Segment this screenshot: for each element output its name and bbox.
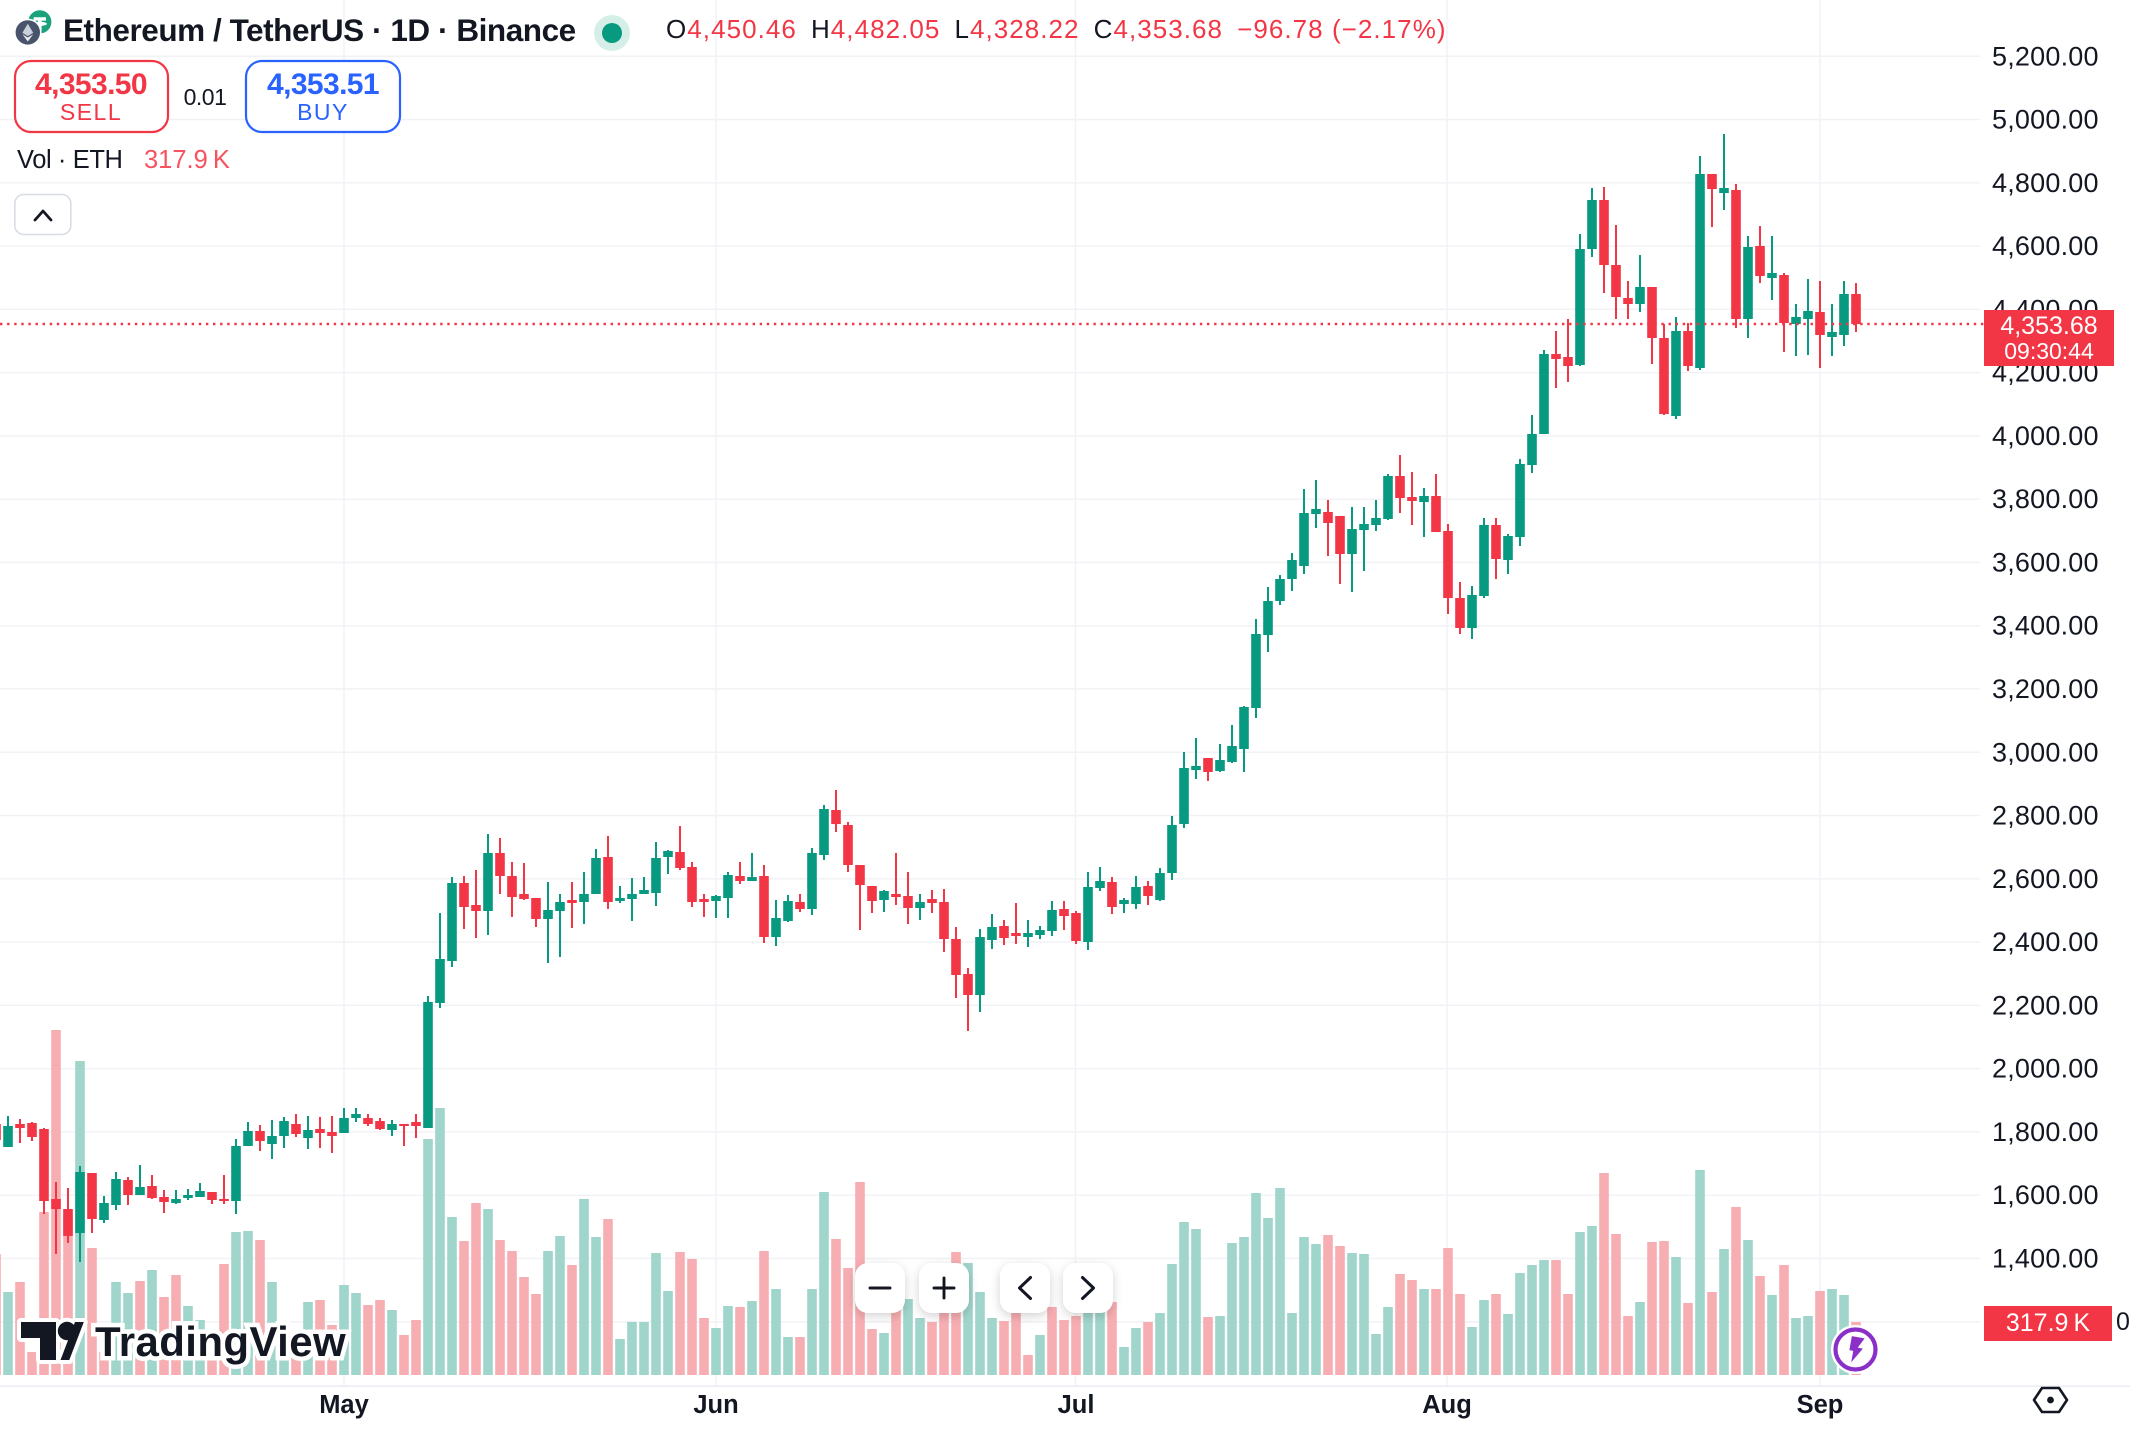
svg-text:4,800.00: 4,800.00 [1992,168,2099,198]
svg-text:5,200.00: 5,200.00 [1992,41,2099,71]
svg-text:0: 0 [2116,1308,2130,1336]
svg-text:4,000.00: 4,000.00 [1992,421,2099,451]
svg-text:3,600.00: 3,600.00 [1992,548,2099,578]
svg-text:4,600.00: 4,600.00 [1992,231,2099,261]
svg-text:317.9 K: 317.9 K [144,146,230,174]
svg-text:4,353.51: 4,353.51 [267,68,379,101]
svg-text:Aug: Aug [1422,1391,1472,1419]
svg-text:BUY: BUY [297,99,349,125]
svg-text:1,400.00: 1,400.00 [1992,1243,2099,1273]
svg-text:May: May [319,1391,369,1419]
svg-text:O4,450.46 H4,482.05 L4,328.22: O4,450.46 H4,482.05 L4,328.22 C4,353.68 … [666,14,1447,44]
svg-text:Jun: Jun [693,1391,738,1419]
svg-text:Sep: Sep [1797,1391,1844,1419]
svg-text:0.01: 0.01 [184,84,227,110]
svg-text:SELL: SELL [60,99,122,125]
svg-text:Ethereum / TetherUS · 1D · Bin: Ethereum / TetherUS · 1D · Binance [63,12,576,48]
svg-text:5,000.00: 5,000.00 [1992,105,2099,135]
svg-text:09:30:44: 09:30:44 [2004,338,2094,364]
svg-text:2,000.00: 2,000.00 [1992,1054,2099,1084]
svg-text:2,800.00: 2,800.00 [1992,801,2099,831]
svg-text:317.9 K: 317.9 K [2006,1309,2091,1337]
svg-text:2,200.00: 2,200.00 [1992,990,2099,1020]
svg-text:1,600.00: 1,600.00 [1992,1180,2099,1210]
svg-text:TradingView: TradingView [95,1318,346,1365]
svg-text:4,353.68: 4,353.68 [2000,312,2097,340]
svg-text:1,800.00: 1,800.00 [1992,1117,2099,1147]
svg-text:Vol · ETH: Vol · ETH [17,146,123,174]
svg-text:2,600.00: 2,600.00 [1992,864,2099,894]
svg-text:3,400.00: 3,400.00 [1992,611,2099,641]
svg-text:3,800.00: 3,800.00 [1992,484,2099,514]
svg-text:Jul: Jul [1058,1391,1095,1419]
svg-text:2,400.00: 2,400.00 [1992,927,2099,957]
svg-text:4,353.50: 4,353.50 [35,68,147,101]
svg-text:3,200.00: 3,200.00 [1992,674,2099,704]
svg-text:3,000.00: 3,000.00 [1992,737,2099,767]
